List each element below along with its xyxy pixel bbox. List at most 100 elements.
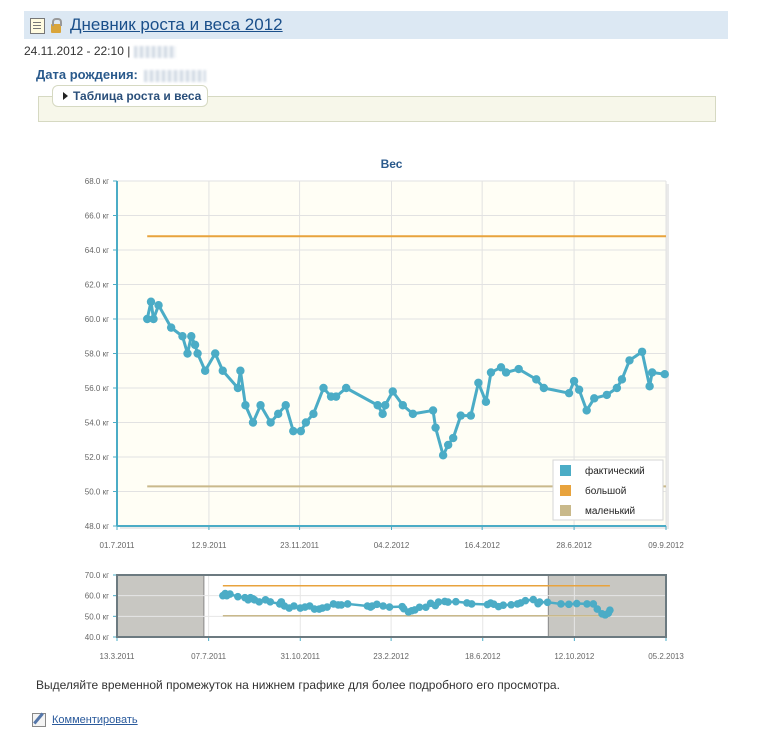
data-point-actual [532, 375, 541, 384]
nav-data-point [467, 600, 476, 608]
triangle-right-icon [63, 91, 68, 100]
data-point-actual [569, 376, 579, 386]
nav-data-point [234, 592, 242, 601]
data-point-actual [456, 411, 465, 420]
data-point-actual [612, 383, 622, 393]
nav-x-tick-label: 12.10.2012 [554, 652, 595, 661]
y-tick-label: 64.0 кг [85, 246, 109, 255]
post-date-time: 24.11.2012 - 22:10 | [24, 44, 131, 58]
data-point-actual [660, 370, 669, 379]
y-tick-label: 54.0 кг [85, 419, 109, 428]
nav-y-tick-label: 70.0 кг [85, 571, 109, 580]
data-point-actual [486, 368, 496, 377]
data-point-actual [388, 387, 397, 396]
nav-data-point [583, 600, 591, 608]
data-point-actual [443, 440, 453, 450]
nav-data-point [572, 599, 581, 608]
legend [552, 459, 664, 521]
nav-x-tick-label: 23.2.2012 [373, 652, 409, 661]
data-point-actual [625, 356, 634, 365]
data-point-actual [273, 409, 283, 419]
nav-data-point [565, 600, 573, 609]
data-point-actual [398, 401, 408, 410]
data-point-actual [256, 401, 265, 410]
data-point-actual [466, 411, 476, 420]
nav-y-tick-label: 40.0 кг [85, 633, 109, 642]
data-point-actual [296, 426, 306, 436]
data-point-actual [501, 368, 511, 377]
nav-x-tick-label: 13.3.2011 [100, 652, 136, 661]
navigator-hint: Выделяйте временной промежуток на нижнем… [36, 678, 560, 692]
data-point-actual [289, 426, 298, 436]
y-tick-label: 50.0 кг [85, 488, 109, 497]
data-point-actual [309, 409, 318, 419]
nav-x-tick-label: 18.6.2012 [465, 652, 501, 661]
nav-data-point [606, 606, 614, 614]
data-point-actual [373, 401, 382, 410]
nav-x-tick-label: 07.7.2011 [191, 652, 227, 661]
data-point-actual [645, 382, 654, 391]
data-point-actual [218, 366, 227, 375]
y-tick-label: 68.0 кг [85, 177, 109, 186]
table-toggle-button[interactable]: Таблица роста и веса [52, 85, 209, 107]
legend-swatch-low [560, 505, 571, 516]
weight-chart[interactable]: Вес 68.0 кг 66.0 кг 64.0 кг 62.0 кг 60.0 кг 58… [0, 0, 758, 670]
y-tick-label: 48.0 кг [85, 522, 109, 531]
data-point-actual [187, 332, 196, 341]
data-point-actual [590, 394, 599, 403]
x-tick-label: 16.4.2012 [464, 541, 500, 550]
page-title-link[interactable]: Дневник роста и веса 2012 [70, 15, 283, 34]
data-point-actual [574, 385, 584, 394]
data-point-actual [178, 332, 187, 341]
nav-data-point [266, 598, 275, 606]
data-point-actual [248, 418, 258, 427]
nav-data-point [337, 601, 346, 609]
navigator-mask-left [117, 575, 204, 637]
data-point-actual [149, 314, 158, 324]
data-point-actual [496, 363, 506, 372]
nav-y-tick-label: 50.0 кг [85, 612, 109, 621]
comment-link[interactable]: Комментировать [52, 714, 138, 726]
nav-data-point [557, 600, 565, 608]
x-tick-label: 23.11.2011 [280, 541, 319, 550]
data-point-actual [143, 314, 152, 324]
nav-data-point [589, 600, 598, 608]
data-point-actual [233, 383, 243, 393]
nav-data-point [379, 602, 388, 610]
x-tick-label: 09.9.2012 [648, 541, 684, 550]
nav-data-point [373, 600, 381, 609]
legend-label-low: маленький [585, 506, 635, 517]
data-point-actual [428, 406, 438, 415]
data-point-actual [474, 378, 483, 388]
data-point-actual [438, 451, 448, 460]
nav-data-point [343, 600, 352, 608]
nav-data-point [499, 601, 508, 609]
y-tick-label: 60.0 кг [85, 315, 109, 324]
nav-data-point [323, 603, 331, 611]
nav-data-point [593, 605, 602, 613]
birth-date-blurred [143, 69, 206, 82]
data-point-actual [183, 349, 192, 358]
legend-label-actual: фактический [585, 465, 645, 477]
data-point-actual [564, 388, 574, 398]
data-point-actual [481, 397, 491, 406]
data-point-actual [266, 418, 275, 427]
title-icons [30, 18, 62, 37]
data-point-actual [539, 383, 549, 393]
x-tick-label: 28.6.2012 [556, 541, 592, 550]
nav-data-point [535, 598, 544, 606]
nav-data-point [434, 598, 443, 606]
author-blurred [133, 45, 176, 58]
birth-date-label: Дата рождения: [36, 67, 138, 82]
nav-x-tick-label: 31.10.2011 [281, 652, 321, 661]
nav-data-point [543, 598, 552, 607]
data-point-actual [154, 301, 163, 310]
data-point-actual [146, 297, 156, 306]
data-point-actual [582, 406, 591, 415]
data-point-actual [166, 323, 176, 332]
table-toggle-label: Таблица роста и веса [73, 89, 202, 103]
y-tick-label: 66.0 кг [85, 212, 109, 221]
legend-swatch-actual [560, 465, 571, 476]
data-point-actual [647, 368, 657, 377]
data-point-actual [190, 340, 200, 350]
